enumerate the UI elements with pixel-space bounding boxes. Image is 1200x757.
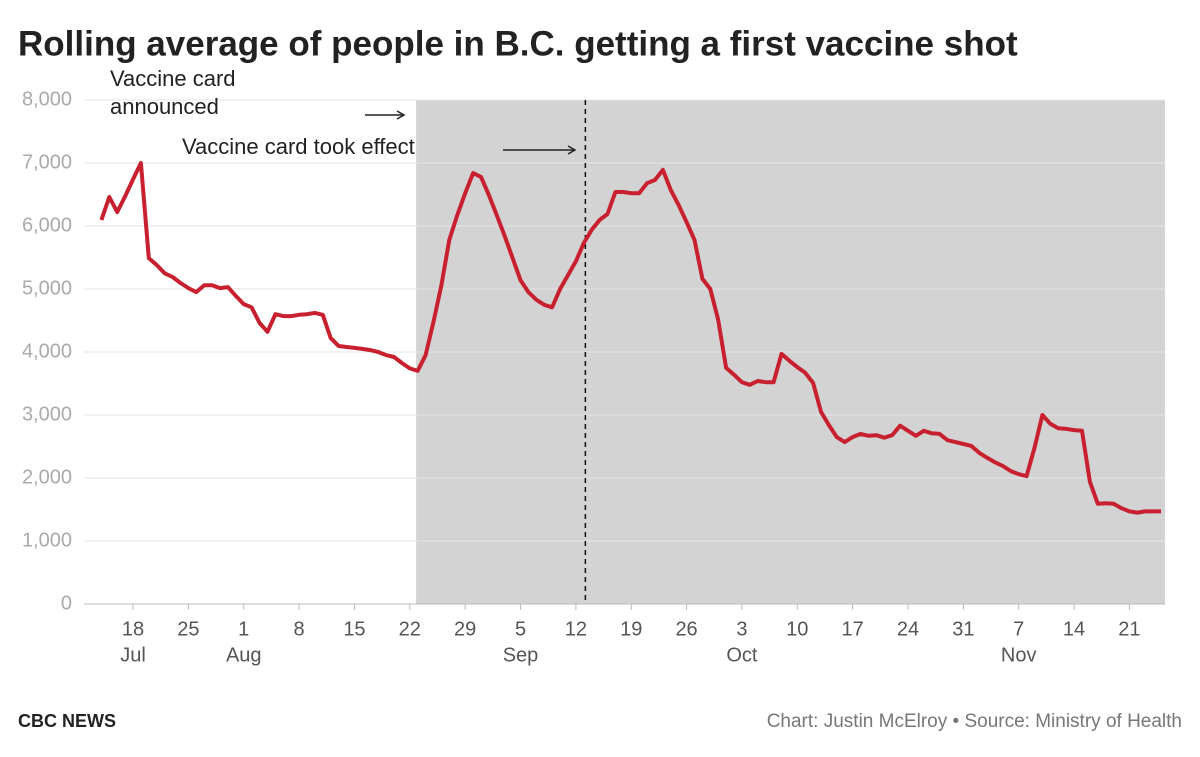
x-tick-label: 12 (565, 618, 587, 640)
x-month-label: Oct (726, 644, 758, 666)
x-tick-label: 7 (1013, 618, 1024, 640)
y-tick-label: 8,000 (22, 88, 72, 110)
x-tick-label: 29 (454, 618, 476, 640)
x-month-label: Jul (120, 644, 146, 666)
arrow-head (396, 110, 406, 120)
chart-title: Rolling average of people in B.C. gettin… (18, 24, 1018, 63)
annotation: announced (110, 94, 219, 119)
x-tick-label: 8 (294, 618, 305, 640)
x-tick-label: 5 (515, 618, 526, 640)
data-line (99, 161, 1161, 515)
x-tick-label: 18 (122, 618, 144, 640)
y-tick-label: 1,000 (22, 529, 72, 551)
y-tick-label: 6,000 (22, 214, 72, 236)
x-tick-label: 3 (736, 618, 747, 640)
x-tick-label: 17 (842, 618, 864, 640)
y-tick-label: 2,000 (22, 466, 72, 488)
y-tick-label: 4,000 (22, 340, 72, 362)
brand: CBC NEWS (18, 711, 116, 731)
x-month-label: Nov (1001, 644, 1037, 666)
x-month-label: Sep (503, 644, 539, 666)
y-tick-label: 5,000 (22, 277, 72, 299)
x-tick-label: 1 (238, 618, 249, 640)
plot-area: 0 1,000 2,000 3,000 4,000 5,000 6,000 7,000 8,00… (22, 88, 1165, 666)
x-tick-label: 31 (952, 618, 974, 640)
y-tick-label: 3,000 (22, 403, 72, 425)
x-tick-label: 15 (343, 618, 365, 640)
annotation: Vaccine card took effect (182, 134, 415, 159)
x-tick-label: 21 (1118, 618, 1140, 640)
x-tick-label: 19 (620, 618, 642, 640)
x-tick-label: 14 (1063, 618, 1085, 640)
y-tick-label: 0 (61, 592, 72, 614)
x-tick-label: 26 (675, 618, 697, 640)
y-tick-label: 7,000 (22, 151, 72, 173)
source: Chart: Justin McElroy • Source: Ministry… (767, 711, 1182, 732)
x-month-label: Aug (226, 644, 262, 666)
x-tick-label: 24 (897, 618, 919, 640)
x-tick-label: 10 (786, 618, 808, 640)
arrow-head (567, 145, 577, 155)
x-tick-label: 25 (177, 618, 199, 640)
x-tick-label: 22 (399, 618, 421, 640)
annotation: Vaccine card (110, 66, 236, 91)
